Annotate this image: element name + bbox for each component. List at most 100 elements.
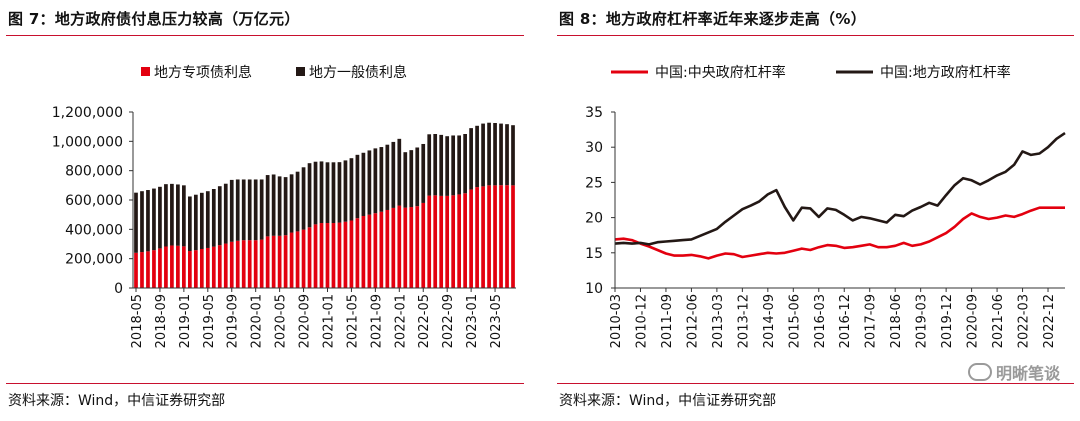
bar-special-2020-08 (295, 231, 300, 288)
bar-special-2023-02 (475, 187, 479, 288)
bar-special-2022-02 (403, 207, 408, 288)
bar-general-2021-05 (349, 158, 354, 221)
y-tick-label: 25 (585, 175, 603, 191)
x-tick-label: 2019-01 (178, 294, 193, 348)
right-title-divider (557, 35, 1074, 36)
bar-general-2023-08 (511, 125, 515, 186)
right-chart-title: 图 8：地方政府杠杆率近年来逐步走高（%） (559, 10, 866, 28)
bar-general-2018-06 (140, 191, 144, 253)
legend-swatch-1 (141, 67, 150, 76)
bar-general-2018-07 (146, 190, 150, 252)
bar-special-2019-01 (182, 246, 186, 288)
bar-general-2021-12 (391, 141, 396, 208)
x-tick-label: 2021-09 (369, 294, 384, 348)
bar-special-2022-12 (463, 193, 467, 288)
x-tick-label: 2022-09 (441, 294, 456, 348)
bar-special-2022-11 (457, 194, 462, 288)
bar-general-2020-02 (259, 179, 264, 240)
x-tick-label: 2019-12 (940, 294, 955, 348)
bar-special-2018-07 (146, 251, 150, 288)
x-tick-label: 2023-05 (489, 294, 504, 348)
bar-general-2020-09 (301, 167, 306, 230)
bar-general-2023-03 (481, 123, 485, 187)
bar-general-2021-03 (337, 162, 342, 223)
bar-general-2022-09 (445, 136, 450, 196)
x-tick-label: 2016-12 (838, 294, 853, 348)
y-tick-label: 35 (585, 105, 603, 121)
bar-special-2019-07 (217, 245, 222, 288)
bar-general-2021-01 (325, 162, 330, 224)
x-tick-label: 2021-06 (991, 294, 1006, 348)
y-tick-label: 10 (585, 281, 603, 297)
bar-general-2022-03 (409, 150, 414, 208)
right-source-note: 资料来源：Wind，中信证券研究部 (559, 393, 777, 409)
series-line-central (614, 206, 1065, 260)
x-tick-label: 2022-12 (1042, 294, 1057, 348)
bar-special-2022-01 (397, 205, 402, 288)
x-tick-label: 2022-05 (417, 294, 432, 348)
bar-general-2019-07 (217, 186, 222, 246)
line-chart: 中国:中央政府杠杆率 中国:地方政府杠杆率 10 15 20 25 30 35 2010-03 2… (585, 64, 1066, 348)
x-tick-label: 2017-09 (864, 294, 879, 348)
x-tick-label: 2016-03 (813, 294, 828, 348)
bar-special-2021-04 (343, 221, 348, 288)
bar-special-2021-12 (391, 207, 396, 288)
y-tick-label: 800,000 (65, 164, 123, 180)
bar-special-2022-08 (439, 195, 444, 288)
bar-general-2019-01 (182, 185, 186, 247)
x-tick-label: 2020-01 (250, 294, 265, 348)
bar-general-2022-05 (421, 143, 426, 203)
bar-general-2020-07 (289, 174, 294, 233)
bar-general-2018-09 (158, 186, 162, 249)
bar-special-2023-06 (499, 185, 503, 288)
bar-general-2018-05 (134, 192, 138, 253)
bar-special-2018-11 (170, 245, 174, 288)
bar-special-2023-01 (469, 189, 473, 288)
legend-swatch-2 (296, 67, 305, 76)
x-tick-label: 2018-06 (889, 294, 904, 348)
bar-special-2019-02 (187, 251, 192, 288)
bar-chart: 地方专项债利息 地方一般债利息 0 200,000 400,000 600,000 800,… (52, 64, 516, 348)
bar-general-2022-12 (463, 134, 467, 194)
y-tick-label: 1,200,000 (52, 105, 123, 121)
bar-special-2023-03 (481, 186, 485, 288)
bar-general-2018-10 (164, 184, 168, 247)
x-tick-label: 2010-03 (609, 294, 624, 348)
x-tick-label: 2023-01 (465, 294, 480, 348)
y-tick-label: 20 (585, 211, 603, 227)
bar-general-2021-11 (385, 144, 390, 210)
bar-general-2020-11 (313, 161, 318, 225)
bar-general-2021-04 (343, 160, 348, 222)
bar-special-2021-09 (373, 213, 378, 288)
y-tick-label: 600,000 (65, 193, 123, 209)
x-tick-label: 2019-05 (202, 294, 217, 348)
bar-special-2018-10 (164, 246, 168, 288)
x-tick-label: 2010-12 (634, 294, 649, 348)
bar-special-2018-08 (152, 250, 156, 288)
y-tick-label: 400,000 (65, 222, 123, 238)
bar-general-2018-08 (152, 188, 156, 251)
bar-special-2023-05 (493, 185, 497, 288)
bar-general-2021-06 (355, 154, 360, 219)
x-tick-label: 2020-05 (274, 294, 289, 348)
bar-general-2021-02 (331, 162, 336, 224)
bar-special-2022-09 (445, 195, 450, 288)
bar-special-2020-12 (319, 223, 324, 288)
bar-general-2022-01 (397, 138, 402, 206)
legend-label-1: 地方专项债利息 (154, 64, 252, 81)
x-tick-label: 2015-06 (787, 294, 802, 348)
bar-general-2022-11 (457, 135, 462, 195)
y-tick-label: 1,000,000 (52, 134, 123, 150)
bar-special-2022-03 (409, 207, 414, 288)
bar-special-2022-06 (427, 195, 432, 288)
bar-special-2019-08 (223, 243, 228, 288)
y-tick-label: 15 (585, 246, 603, 262)
bar-general-2022-07 (433, 134, 438, 196)
bar-special-2018-05 (134, 252, 138, 288)
x-tick-label: 2020-09 (298, 294, 313, 348)
x-tick-label: 2018-05 (130, 294, 145, 348)
bar-special-2020-06 (283, 235, 288, 288)
bar-general-2020-08 (295, 171, 300, 232)
bar-special-2019-09 (229, 241, 234, 288)
left-source-divider (6, 383, 524, 384)
